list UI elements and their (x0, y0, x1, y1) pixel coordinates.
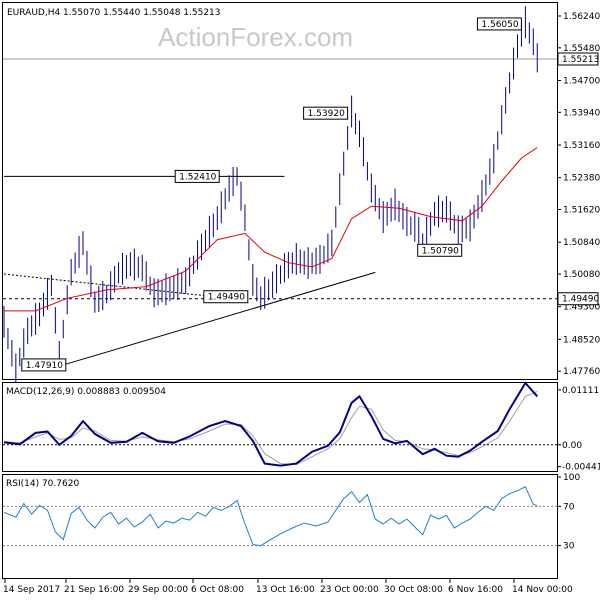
descending-dotted-line (3, 273, 226, 299)
macd-series (3, 381, 539, 467)
moving-average-line (4, 147, 538, 312)
current-price-box (557, 52, 599, 66)
annotation-label: 1.56050 (481, 20, 518, 30)
rsi-line (3, 486, 538, 547)
rsi-tick-label: 100 (563, 473, 580, 483)
annotation-box (21, 358, 67, 372)
annotation-label: 1.53920 (308, 109, 345, 119)
annotation-box (417, 243, 463, 257)
watermark: ActionForex.com (158, 22, 353, 52)
x-tick-label: 13 Oct 16:00 (256, 585, 315, 595)
x-tick-label: 14 Nov 00:00 (512, 585, 573, 595)
price-tick-label: 1.50840 (563, 238, 600, 248)
x-tick-label: 30 Oct 08:00 (384, 585, 443, 595)
price-tick-label: 1.54700 (563, 76, 600, 86)
x-tick-label: 21 Sep 16:00 (64, 585, 124, 595)
annotation-label: 1.52410 (179, 172, 216, 182)
symbol-header: EURAUD,H4 1.55070 1.55440 1.55048 1.5521… (7, 8, 221, 18)
rsi-label: RSI(14) 70.7620 (6, 479, 79, 489)
macd-tick-label: 0.00 (562, 441, 582, 451)
macd-tick-label: 0.011111 (562, 386, 600, 396)
x-tick-label: 29 Sep 00:00 (128, 585, 188, 595)
x-tick-label: 6 Oct 08:00 (191, 585, 244, 595)
current-price-label: 1.55213 (562, 55, 599, 65)
price-tick-label: 1.55480 (563, 44, 600, 54)
price-series (3, 6, 538, 383)
price-panel (2, 2, 558, 380)
support-price-label: 1.49490 (562, 295, 599, 305)
price-tick-label: 1.50080 (563, 270, 600, 280)
support-price-box (557, 292, 599, 306)
annotation-box (303, 106, 349, 120)
annotation-box (174, 169, 220, 183)
rising-trendline (63, 271, 376, 366)
rsi-series (3, 486, 538, 547)
price-tick-label: 1.48520 (563, 335, 600, 345)
macd-tick-label: -0.004419 (562, 463, 600, 473)
price-tick-label: 1.49300 (563, 303, 600, 313)
price-tick-label: 1.53160 (563, 141, 600, 151)
rsi-tick-label: 70 (563, 502, 575, 512)
x-tick-label: 6 Nov 16:00 (448, 585, 503, 595)
annotation-label: 1.49490 (208, 293, 245, 303)
macd-label: MACD(12,26,9) 0.008883 0.009504 (6, 387, 166, 397)
macd-line (3, 381, 539, 467)
price-tick-label: 1.56240 (563, 12, 600, 22)
price-annotations: 1.47910 1.52410 1.49490 1.53920 1.50790 1.560… (21, 17, 522, 372)
annotation-label: 1.47910 (26, 361, 63, 371)
price-tick-label: 1.47760 (563, 367, 600, 377)
rsi-panel (2, 474, 558, 579)
annotation-box (203, 290, 249, 304)
price-tick-label: 1.53940 (563, 108, 600, 118)
price-tick-label: 1.51620 (563, 206, 600, 216)
x-tick-label: 14 Sep 2017 (3, 585, 60, 595)
axes: 1.56240 1.55480 1.54700 1.53940 1.53160 1.523… (3, 12, 600, 595)
macd-panel (2, 382, 558, 472)
x-tick-label: 23 Oct 00:00 (320, 585, 379, 595)
price-tick-label: 1.52380 (563, 174, 600, 184)
annotation-box (476, 17, 522, 31)
annotation-label: 1.50790 (422, 246, 459, 256)
rsi-tick-label: 30 (563, 542, 575, 552)
